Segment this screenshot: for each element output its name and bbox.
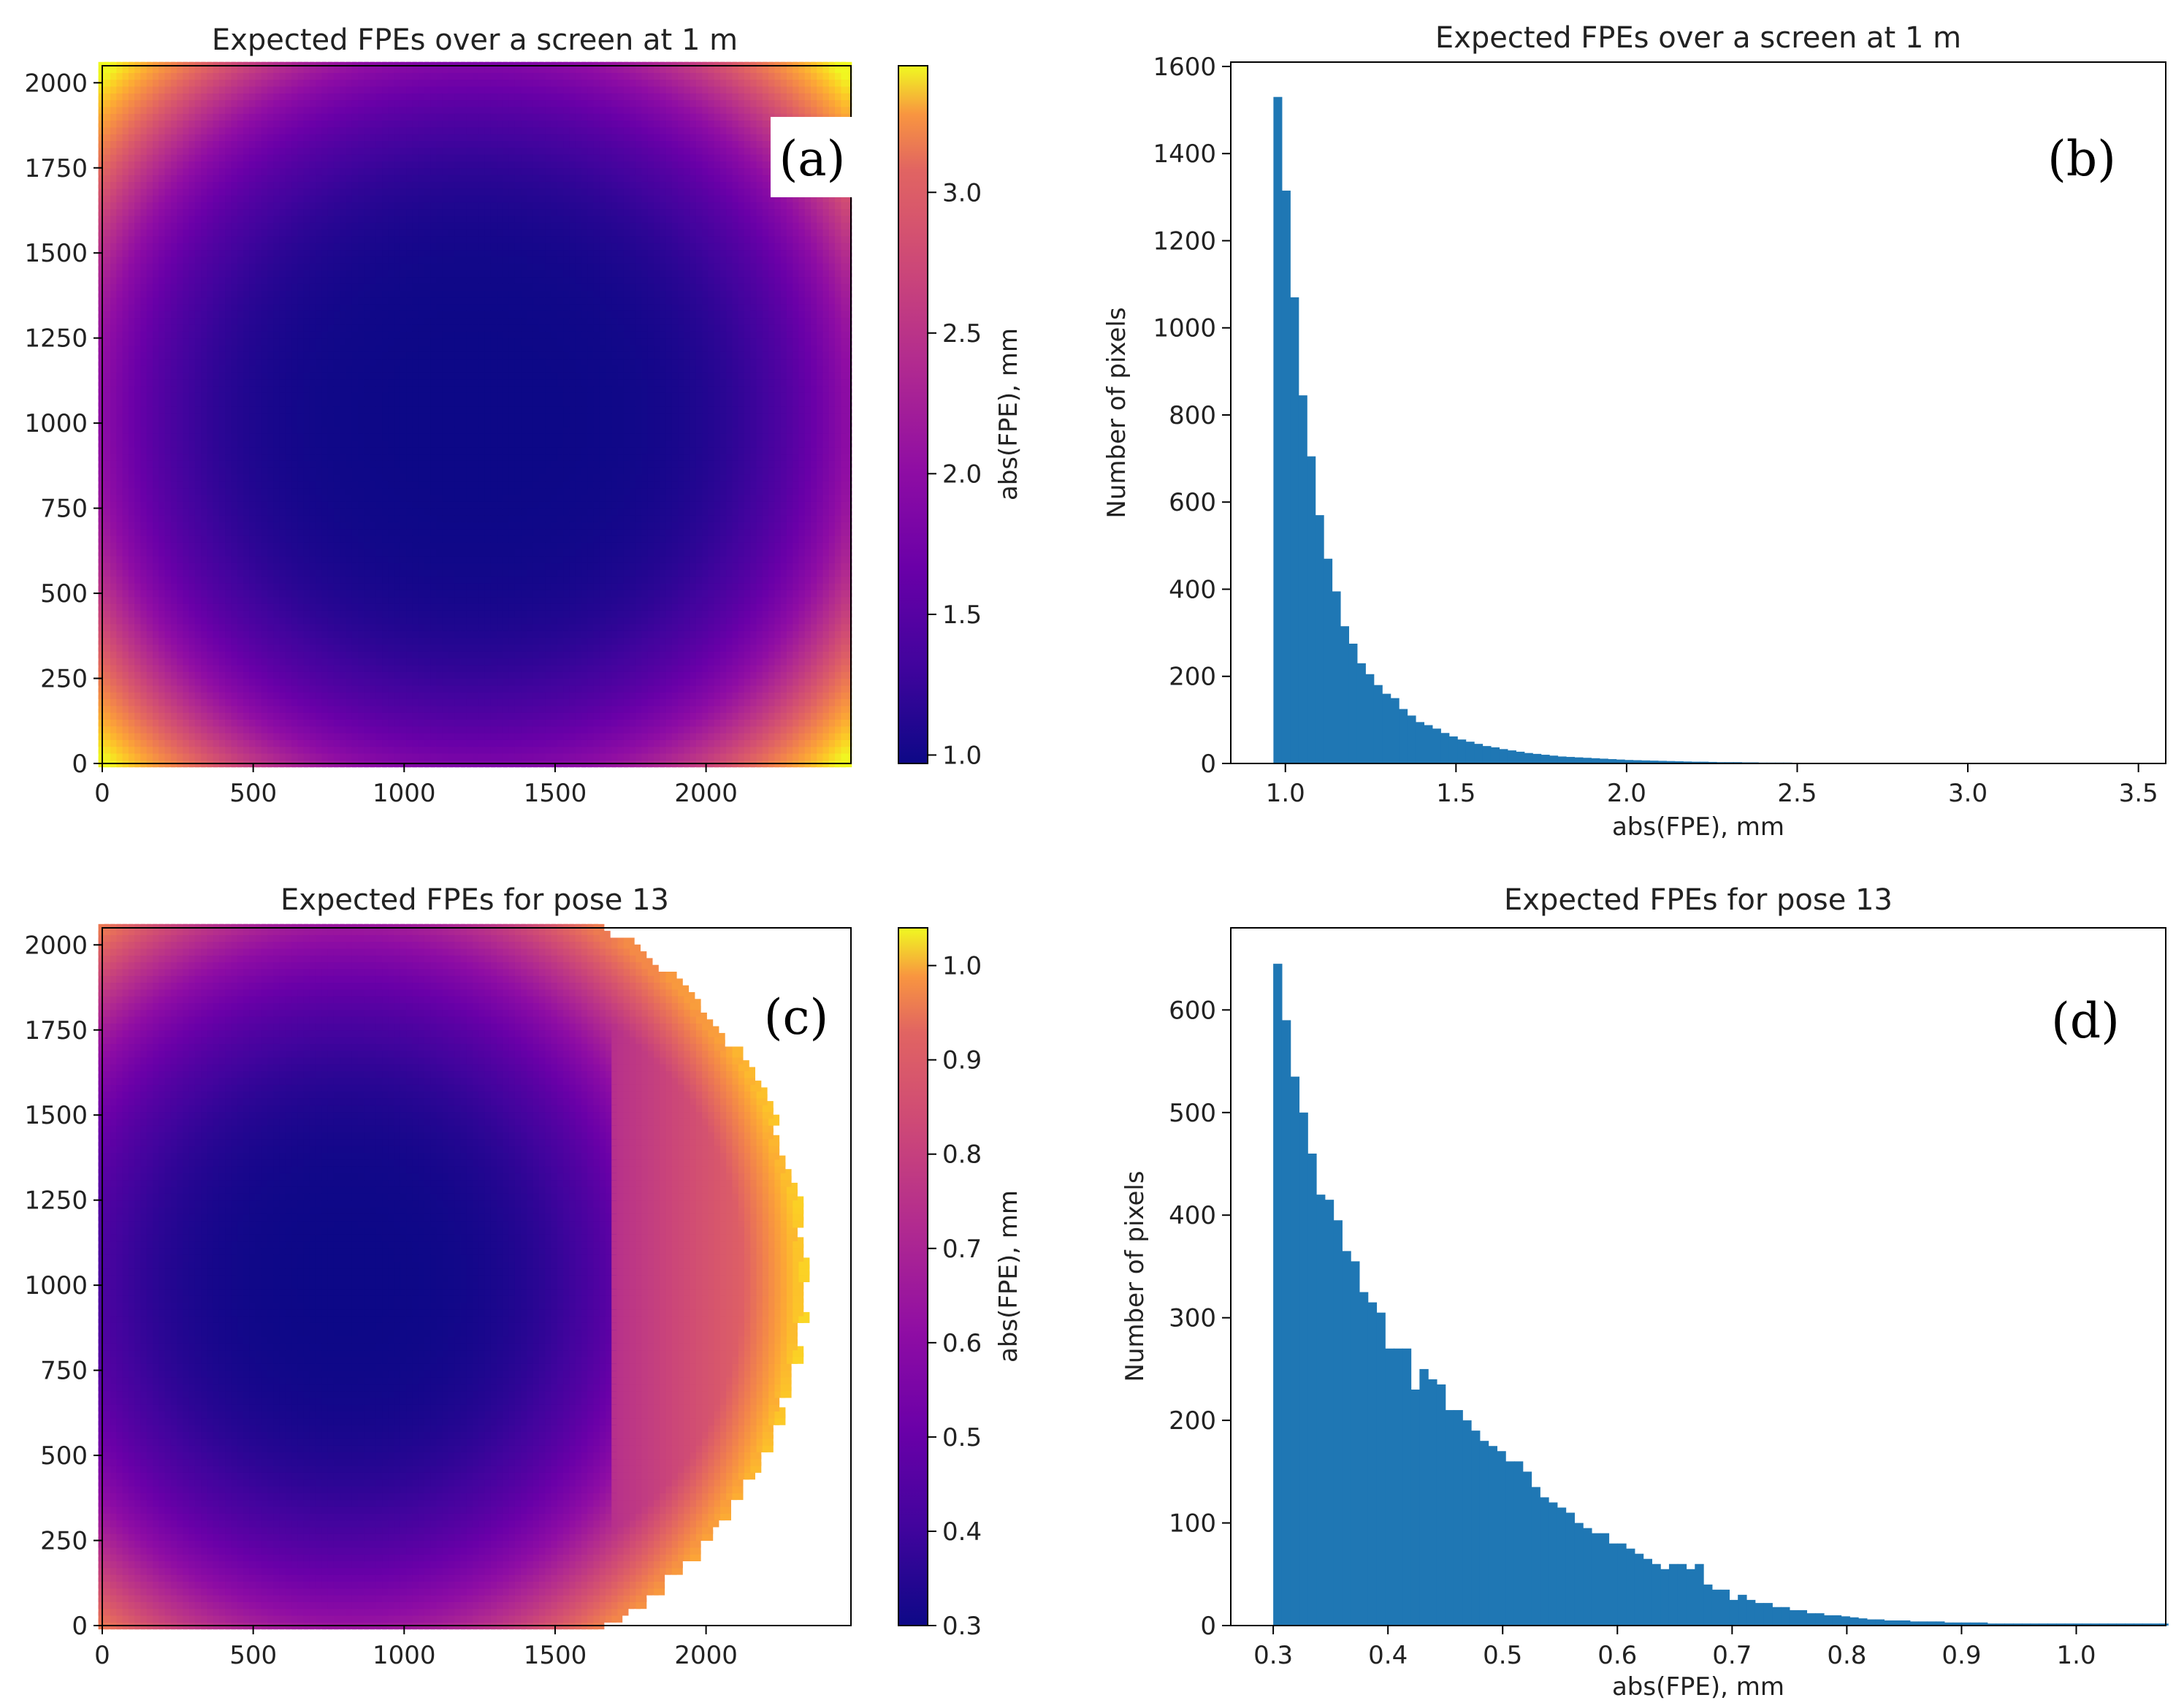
panel-a-title: Expected FPEs over a screen at 1 m <box>212 23 738 57</box>
figure: Expected FPEs over a screen at 1 m 0 500 1… <box>0 0 2184 1703</box>
heatmap-a-cells <box>99 62 852 767</box>
panel-a: Expected FPEs over a screen at 1 m 0 500 1… <box>24 23 1023 808</box>
